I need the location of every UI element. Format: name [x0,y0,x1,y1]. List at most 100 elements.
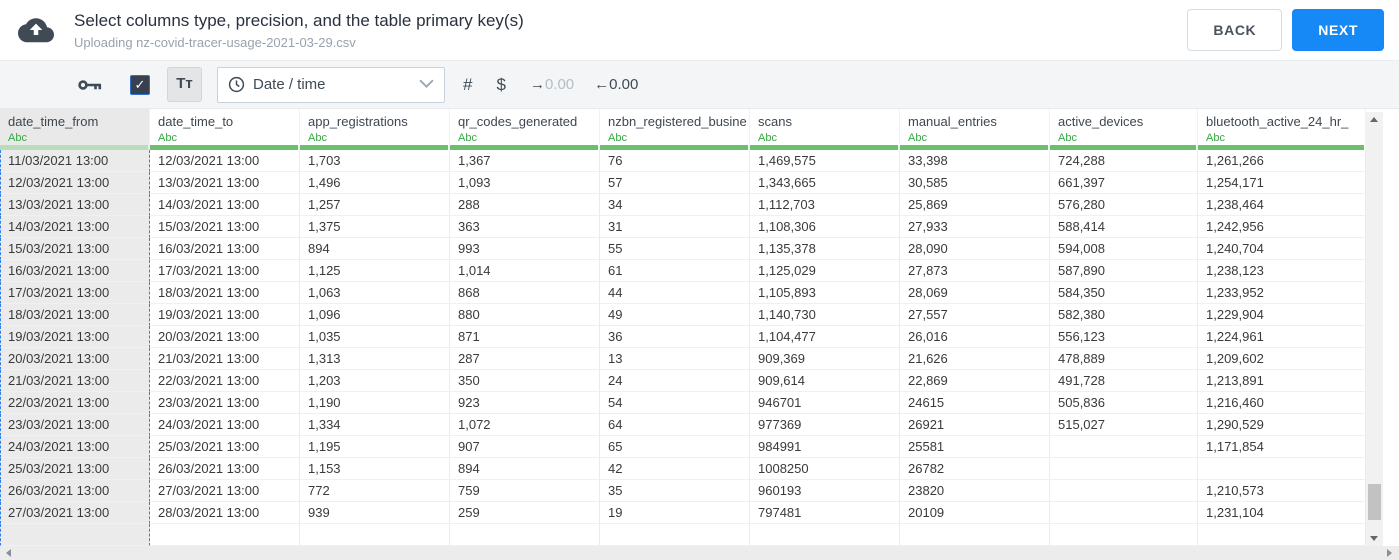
table-cell[interactable]: 61 [600,260,750,282]
table-cell[interactable]: 576,280 [1050,194,1198,216]
column-type-select[interactable]: Date / time [217,66,445,103]
table-cell[interactable] [1050,436,1198,458]
table-cell[interactable]: 54 [600,392,750,414]
table-cell[interactable]: 20109 [900,502,1050,524]
table-cell[interactable]: 1,014 [450,260,600,282]
table-cell[interactable]: 18/03/2021 13:00 [0,304,150,326]
table-cell[interactable]: 65 [600,436,750,458]
table-cell[interactable]: 21,626 [900,348,1050,370]
table-cell[interactable]: 19/03/2021 13:00 [0,326,150,348]
table-cell[interactable]: 27/03/2021 13:00 [0,502,150,524]
back-button[interactable]: BACK [1187,9,1283,51]
column-header[interactable]: active_devices Abc [1050,109,1198,150]
text-type-button[interactable]: Tᴛ [167,67,202,102]
table-cell[interactable]: 23/03/2021 13:00 [0,414,150,436]
table-cell[interactable] [0,524,150,546]
table-cell[interactable]: 907 [450,436,600,458]
table-cell[interactable]: 14/03/2021 13:00 [0,216,150,238]
table-cell[interactable]: 27,873 [900,260,1050,282]
table-cell[interactable]: 894 [450,458,600,480]
vertical-scrollbar-thumb[interactable] [1368,484,1381,520]
table-cell[interactable]: 259 [450,502,600,524]
table-cell[interactable]: 661,397 [1050,172,1198,194]
table-cell[interactable]: 1,125 [300,260,450,282]
table-cell[interactable]: 22,869 [900,370,1050,392]
table-cell[interactable]: 584,350 [1050,282,1198,304]
table-cell[interactable]: 1,125,029 [750,260,900,282]
table-cell[interactable]: 31 [600,216,750,238]
table-cell[interactable] [1050,480,1198,502]
table-cell[interactable] [1050,502,1198,524]
table-cell[interactable]: 1,140,730 [750,304,900,326]
table-cell[interactable]: 14/03/2021 13:00 [150,194,300,216]
table-cell[interactable]: 939 [300,502,450,524]
table-cell[interactable]: 13/03/2021 13:00 [0,194,150,216]
include-column-checkbox[interactable]: ✓ [130,74,150,95]
table-cell[interactable]: 25,869 [900,194,1050,216]
column-header[interactable]: date_time_from Abc [0,109,150,150]
table-cell[interactable]: 21/03/2021 13:00 [0,370,150,392]
table-cell[interactable]: 76 [600,150,750,172]
table-cell[interactable]: 1,112,703 [750,194,900,216]
table-cell[interactable]: 909,614 [750,370,900,392]
table-cell[interactable]: 26/03/2021 13:00 [0,480,150,502]
table-cell[interactable]: 1,035 [300,326,450,348]
table-cell[interactable]: 30,585 [900,172,1050,194]
table-cell[interactable]: 27,557 [900,304,1050,326]
table-cell[interactable]: 24615 [900,392,1050,414]
vertical-scrollbar[interactable] [1366,112,1383,546]
column-header[interactable]: date_time_to Abc [150,109,300,150]
table-cell[interactable]: 1,105,893 [750,282,900,304]
table-cell[interactable]: 871 [450,326,600,348]
table-cell[interactable]: 868 [450,282,600,304]
table-cell[interactable]: 33,398 [900,150,1050,172]
column-header[interactable]: nzbn_registered_busine Abc [600,109,750,150]
table-cell[interactable]: 12/03/2021 13:00 [0,172,150,194]
table-cell[interactable]: 16/03/2021 13:00 [0,260,150,282]
table-cell[interactable]: 909,369 [750,348,900,370]
table-cell[interactable]: 515,027 [1050,414,1198,436]
table-cell[interactable]: 350 [450,370,600,392]
table-cell[interactable]: 1,195 [300,436,450,458]
table-cell[interactable]: 55 [600,238,750,260]
table-cell[interactable]: 923 [450,392,600,414]
scroll-left-arrow-icon[interactable] [6,549,11,557]
table-cell[interactable]: 1,171,854 [1198,436,1366,458]
table-cell[interactable] [600,524,750,546]
table-cell[interactable]: 894 [300,238,450,260]
table-cell[interactable] [1198,524,1366,546]
table-cell[interactable]: 25/03/2021 13:00 [0,458,150,480]
table-cell[interactable]: 724,288 [1050,150,1198,172]
table-cell[interactable]: 363 [450,216,600,238]
table-cell[interactable]: 19/03/2021 13:00 [150,304,300,326]
table-cell[interactable]: 28,069 [900,282,1050,304]
column-header[interactable]: qr_codes_generated Abc [450,109,600,150]
table-cell[interactable]: 11/03/2021 13:00 [0,150,150,172]
table-cell[interactable]: 880 [450,304,600,326]
table-cell[interactable]: 772 [300,480,450,502]
table-cell[interactable]: 13 [600,348,750,370]
table-cell[interactable]: 759 [450,480,600,502]
table-cell[interactable] [750,524,900,546]
table-cell[interactable]: 1,313 [300,348,450,370]
table-cell[interactable] [900,524,1050,546]
table-cell[interactable]: 1,233,952 [1198,282,1366,304]
table-cell[interactable] [450,524,600,546]
table-cell[interactable]: 17/03/2021 13:00 [0,282,150,304]
table-cell[interactable]: 20/03/2021 13:00 [150,326,300,348]
table-cell[interactable]: 64 [600,414,750,436]
next-button[interactable]: NEXT [1292,9,1384,51]
table-cell[interactable]: 984991 [750,436,900,458]
table-cell[interactable]: 478,889 [1050,348,1198,370]
table-cell[interactable]: 57 [600,172,750,194]
table-cell[interactable]: 1,153 [300,458,450,480]
table-cell[interactable] [1050,458,1198,480]
table-cell[interactable]: 1,343,665 [750,172,900,194]
table-cell[interactable]: 993 [450,238,600,260]
table-cell[interactable]: 1,375 [300,216,450,238]
table-cell[interactable]: 960193 [750,480,900,502]
table-cell[interactable]: 21/03/2021 13:00 [150,348,300,370]
table-cell[interactable]: 505,836 [1050,392,1198,414]
increase-decimals-button[interactable]: →0.00 [529,76,575,93]
table-cell[interactable]: 1,254,171 [1198,172,1366,194]
